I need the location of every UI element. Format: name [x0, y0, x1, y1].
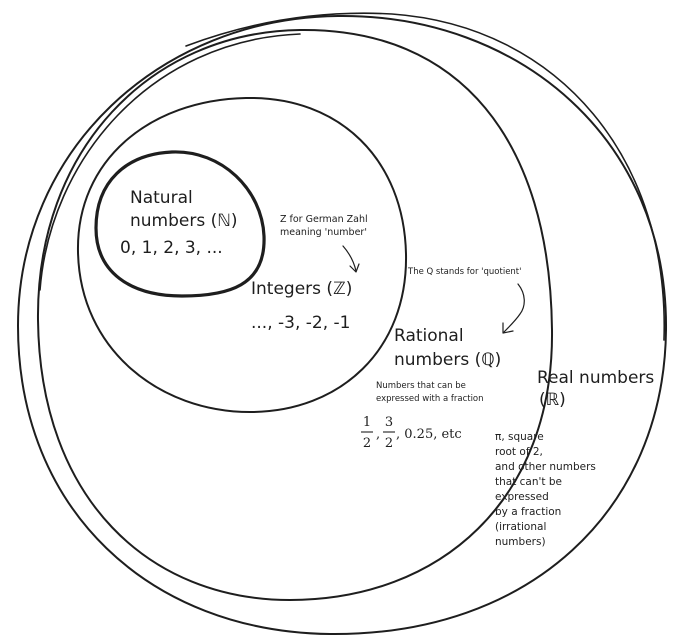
fraction-one-half: 1 2 [361, 415, 373, 451]
integers-note-line1: Z for German Zahl [280, 214, 368, 225]
fraction2-numerator: 3 [385, 415, 393, 430]
fraction-separator: , [376, 427, 380, 442]
natural-numbers-ring [94, 150, 266, 298]
fraction2-denominator: 2 [385, 436, 393, 451]
real-description-line: expressed [495, 491, 549, 503]
real-title-line2: (ℝ) [539, 390, 566, 410]
real-description-line: numbers) [495, 536, 546, 548]
real-description-line: (irrational [495, 521, 546, 533]
rational-numbers-ring [36, 28, 554, 601]
integers-note-line2: meaning 'number' [280, 227, 367, 238]
natural-examples: 0, 1, 2, 3, ... [120, 238, 223, 258]
rational-examples-tail: , 0.25, etc [396, 427, 462, 442]
rational-examples: 1 2 , 3 2 , 0.25, etc [361, 415, 462, 451]
real-description-line: by a fraction [495, 506, 561, 518]
rational-title-line1: Rational [394, 326, 464, 346]
real-description-line: that can't be [495, 476, 562, 488]
real-numbers-ring [17, 12, 668, 636]
fraction1-denominator: 2 [363, 436, 371, 451]
rational-description-line2: expressed with a fraction [376, 394, 484, 404]
rational-note: The Q stands for 'quotient' [407, 267, 521, 277]
fraction-three-halves: 3 2 [383, 415, 395, 451]
integers-ring [76, 96, 408, 413]
integers-note-arrow [342, 245, 360, 273]
integers-title: Integers (ℤ) [251, 279, 352, 299]
rational-title-line2: numbers (ℚ) [394, 350, 501, 370]
real-description-line: π, square [495, 431, 544, 443]
real-description-line: and other numbers [495, 461, 596, 473]
natural-title-line2: numbers (ℕ) [130, 211, 238, 231]
rational-description-line1: Numbers that can be [376, 381, 466, 391]
real-description: π, square root of 2, and other numbers t… [495, 431, 596, 548]
rational-note-arrow [502, 283, 525, 334]
real-description-line: root of 2, [495, 446, 543, 458]
fraction1-numerator: 1 [363, 415, 371, 430]
real-title-line1: Real numbers [537, 368, 654, 388]
integers-examples: ..., -3, -2, -1 [251, 313, 351, 333]
natural-title-line1: Natural [130, 188, 193, 208]
